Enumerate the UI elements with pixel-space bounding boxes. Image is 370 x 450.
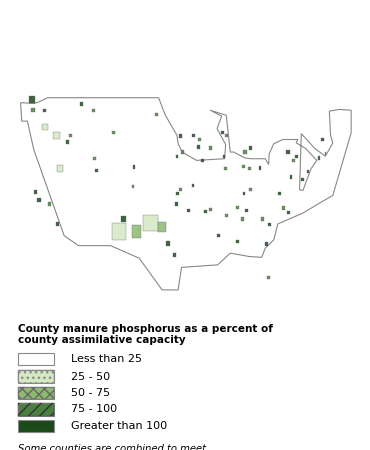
Bar: [192, 134, 195, 137]
Bar: [217, 234, 220, 237]
Bar: [322, 138, 324, 141]
Polygon shape: [21, 98, 351, 290]
Bar: [209, 208, 212, 211]
Bar: [261, 217, 264, 220]
Bar: [249, 188, 252, 191]
Bar: [242, 165, 245, 168]
Bar: [187, 209, 190, 212]
Bar: [282, 207, 285, 210]
Bar: [121, 216, 126, 222]
Bar: [301, 178, 304, 181]
Bar: [56, 222, 59, 225]
FancyBboxPatch shape: [18, 370, 54, 383]
Bar: [43, 108, 46, 112]
Bar: [204, 210, 207, 213]
Bar: [198, 138, 201, 141]
Bar: [225, 214, 228, 217]
Bar: [245, 209, 248, 212]
Text: Some counties are combined to meet
disclosure criteria.: Some counties are combined to meet discl…: [18, 444, 206, 450]
Bar: [42, 124, 47, 130]
Bar: [290, 176, 292, 179]
Bar: [265, 242, 268, 246]
Text: 25 - 50: 25 - 50: [71, 372, 111, 382]
Text: Less than 25: Less than 25: [71, 354, 142, 364]
Bar: [236, 240, 239, 243]
Bar: [175, 154, 178, 158]
Bar: [243, 150, 247, 154]
Bar: [236, 206, 239, 209]
Bar: [112, 131, 115, 135]
Bar: [259, 166, 262, 170]
Bar: [249, 146, 252, 149]
Bar: [197, 145, 200, 148]
Bar: [179, 135, 182, 138]
Bar: [48, 202, 51, 206]
Bar: [268, 223, 271, 226]
Bar: [132, 184, 134, 188]
Bar: [318, 156, 320, 160]
Bar: [267, 276, 269, 279]
Bar: [292, 159, 295, 162]
Bar: [158, 222, 166, 232]
Bar: [307, 170, 309, 172]
Bar: [201, 159, 204, 162]
Bar: [175, 202, 178, 206]
FancyBboxPatch shape: [18, 419, 54, 432]
Bar: [173, 253, 176, 256]
FancyBboxPatch shape: [18, 403, 54, 416]
FancyBboxPatch shape: [18, 353, 54, 365]
Bar: [166, 242, 170, 247]
Bar: [221, 131, 224, 135]
Bar: [179, 188, 182, 191]
FancyBboxPatch shape: [18, 387, 54, 400]
Bar: [278, 192, 281, 195]
Bar: [93, 157, 96, 160]
Bar: [80, 102, 83, 107]
Bar: [92, 108, 95, 112]
Bar: [31, 108, 35, 112]
Bar: [225, 134, 228, 137]
Bar: [34, 190, 37, 194]
Bar: [57, 166, 63, 172]
Bar: [181, 150, 184, 154]
Bar: [224, 167, 226, 171]
Text: County manure phosphorus as a percent of
county assimilative capacity: County manure phosphorus as a percent of…: [18, 324, 273, 346]
Bar: [248, 167, 251, 171]
Text: 75 - 100: 75 - 100: [71, 405, 117, 414]
Bar: [28, 96, 36, 103]
Bar: [295, 154, 298, 158]
Bar: [286, 150, 290, 154]
Bar: [155, 113, 158, 116]
Bar: [132, 225, 141, 238]
Bar: [132, 166, 135, 169]
Bar: [144, 215, 158, 231]
Bar: [112, 223, 126, 240]
Bar: [243, 192, 245, 195]
Bar: [192, 184, 195, 187]
Text: 152 counties have manure
phosphorus exceeding county
assimilative capacity, 1997: 152 counties have manure phosphorus exce…: [15, 10, 287, 63]
Bar: [176, 192, 179, 195]
Bar: [222, 154, 225, 158]
Bar: [95, 169, 98, 172]
Bar: [66, 140, 69, 144]
Text: 50 - 75: 50 - 75: [71, 388, 111, 398]
Bar: [37, 198, 41, 202]
Text: Greater than 100: Greater than 100: [71, 421, 168, 431]
Bar: [287, 211, 290, 214]
Bar: [209, 146, 212, 149]
Bar: [324, 153, 326, 155]
Bar: [241, 217, 244, 220]
Bar: [53, 131, 60, 139]
Bar: [69, 134, 72, 137]
